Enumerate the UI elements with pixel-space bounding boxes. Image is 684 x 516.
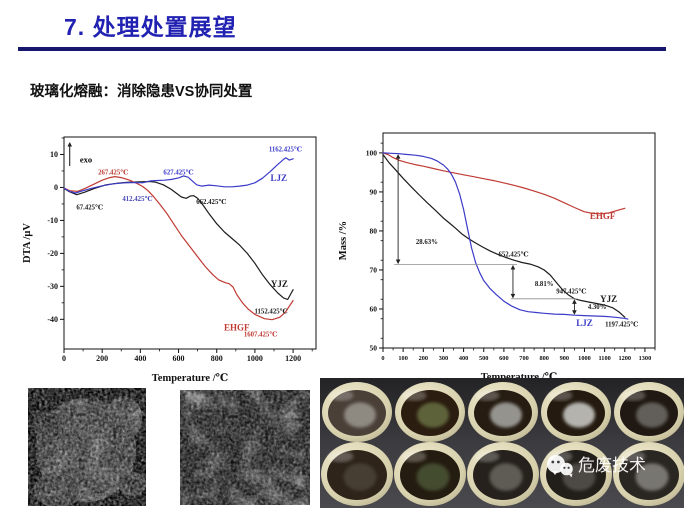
chart-annotation: exo xyxy=(80,154,92,164)
x-axis-title: Temperature /℃ xyxy=(152,373,229,384)
chart-annotation: 947.425℃ xyxy=(556,288,586,295)
chart-annotation: 8.81% xyxy=(535,281,554,288)
crucible xyxy=(614,382,684,442)
dta-curve-chart: 0 200 400 600 800 1000 1200 10 0 -10 -20 -30 -40 Temp… xyxy=(18,120,340,390)
chart-annotation: 1607.425℃ xyxy=(244,332,278,339)
chart-annotation: YJZ xyxy=(600,294,617,304)
chart-annotation: 1197.425℃ xyxy=(605,322,638,329)
axis-box xyxy=(63,136,317,350)
chart-annotation: 412.425℃ xyxy=(122,196,152,203)
chart-annotation: 662.425℃ xyxy=(196,199,226,206)
chart-annotation: 1152.425℃ xyxy=(255,309,288,316)
y-tick-label: 10 xyxy=(50,150,58,159)
x-tick-label: 0 xyxy=(62,354,66,363)
sem-micrograph-1 xyxy=(28,388,146,506)
y-tick-label: 100 xyxy=(366,149,378,158)
chart-annotation: 4.30% xyxy=(588,304,607,311)
chart-annotation: LJZ xyxy=(271,173,288,183)
y-tick-label: -20 xyxy=(47,249,58,258)
y-tick-label: 70 xyxy=(370,266,378,275)
x-tick-label: 300 xyxy=(439,355,448,362)
x-tick-label: 1000 xyxy=(578,355,591,362)
y-axis-title: DTA /μV xyxy=(22,223,33,263)
y-tick-label: 90 xyxy=(370,188,378,197)
tg-chart-canvas: 0 100 200 300 400 500 600 700 800 900 1000 1100 1200… xyxy=(338,132,656,383)
crucible xyxy=(541,382,611,442)
x-tick-label: 800 xyxy=(211,354,223,363)
x-tick-label: 1200 xyxy=(285,354,301,363)
y-tick-label: 50 xyxy=(370,344,378,353)
title-underline-rule xyxy=(18,47,666,51)
x-tick-label: 700 xyxy=(519,355,528,362)
y-tick-label: -10 xyxy=(47,216,58,225)
dta-chart-canvas: 0 200 400 600 800 1000 1200 10 0 -10 -20 -30 -40 Temp… xyxy=(22,136,317,384)
crucible-photo-image: 危废技术 xyxy=(320,378,684,508)
x-tick-label: 400 xyxy=(134,354,146,363)
series-EHGF xyxy=(382,152,626,215)
watermark-text: 危废技术 xyxy=(578,456,646,475)
chart-annotation: 28.63% xyxy=(416,239,438,246)
crucible xyxy=(613,442,684,506)
page-title: 7. 处理处置展望 xyxy=(64,14,237,40)
series-LJZ xyxy=(382,152,629,320)
chart-annotation: YJZ xyxy=(271,279,288,289)
slide-subtitle: 玻璃化熔融：消除隐患VS协同处置 xyxy=(30,84,253,100)
chart-annotation: 267.425℃ xyxy=(98,170,128,177)
x-tick-label: 400 xyxy=(459,355,468,362)
x-axis-title: Temperature /℃ xyxy=(481,372,558,383)
x-tick-label: 100 xyxy=(398,355,407,362)
chart-annotation: 67.425℃ xyxy=(76,204,103,211)
sem-micrograph-1-image xyxy=(28,388,146,506)
crucible xyxy=(394,442,466,506)
y-tick-label: 0 xyxy=(54,183,58,192)
series-LJZ xyxy=(63,157,294,194)
wechat-icon xyxy=(547,455,573,478)
crucible xyxy=(322,382,392,442)
crucible xyxy=(321,442,393,506)
x-tick-label: 1000 xyxy=(247,354,263,363)
crucible-melt-photo: 危废技术 xyxy=(320,378,684,508)
y-axis-title: Mass /% xyxy=(338,221,349,260)
x-tick-label: 200 xyxy=(419,355,428,362)
x-tick-label: 200 xyxy=(96,354,108,363)
sem-micrograph-2 xyxy=(180,390,310,505)
chart-annotation: EHGF xyxy=(224,322,250,332)
x-tick-label: 1100 xyxy=(599,355,611,362)
crucible-group xyxy=(321,382,684,506)
sem-micrograph-2-image xyxy=(180,390,310,505)
crucible xyxy=(395,382,465,442)
x-tick-label: 1200 xyxy=(618,355,631,362)
x-tick-label: 900 xyxy=(560,355,569,362)
crucible xyxy=(467,442,539,506)
y-tick-label: -30 xyxy=(47,282,58,291)
x-tick-label: 800 xyxy=(539,355,548,362)
x-tick-label: 600 xyxy=(499,355,508,362)
chart-annotation: LJZ xyxy=(576,318,593,328)
chart-annotation: 627.425℃ xyxy=(163,170,193,177)
chart-annotation: 1162.425℃ xyxy=(269,146,302,153)
tg-mass-loss-chart: 0 100 200 300 400 500 600 700 800 900 1000 1100 1200… xyxy=(338,116,678,390)
series-YJZ xyxy=(63,180,294,301)
chart-annotation: 652.425℃ xyxy=(498,251,528,258)
x-tick-label: 600 xyxy=(173,354,185,363)
watermark: 危废技术 xyxy=(547,455,646,478)
y-tick-label: 80 xyxy=(370,227,378,236)
series-YJZ xyxy=(382,153,626,318)
crucible xyxy=(468,382,538,442)
x-tick-label: 1300 xyxy=(639,355,652,362)
series-EHGF xyxy=(63,176,294,321)
x-tick-label: 500 xyxy=(479,355,488,362)
y-tick-label: 60 xyxy=(370,305,378,314)
chart-annotation: EHGF xyxy=(590,211,616,221)
x-tick-label: 0 xyxy=(381,355,384,362)
y-tick-label: -40 xyxy=(47,315,58,324)
